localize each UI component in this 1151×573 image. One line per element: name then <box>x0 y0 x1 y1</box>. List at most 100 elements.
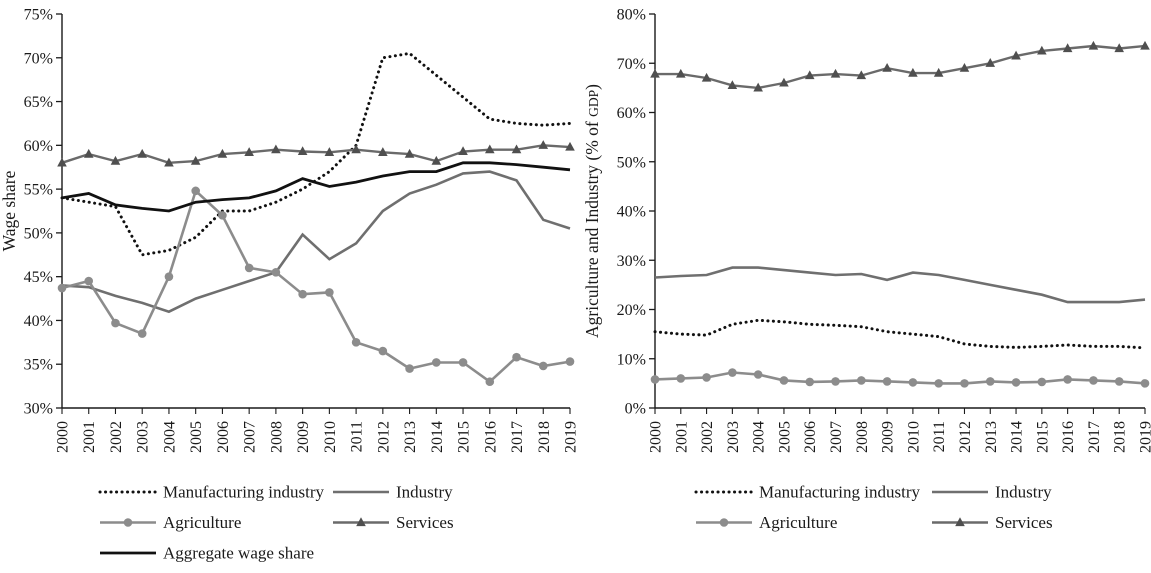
agriculture-marker <box>831 377 840 386</box>
x-tick-label: 2001 <box>673 421 690 453</box>
y-tick-label: 60% <box>24 138 53 155</box>
x-tick-label: 2008 <box>854 421 871 453</box>
services-marker <box>565 141 575 151</box>
agriculture-marker <box>244 263 254 273</box>
x-tick-label: 2007 <box>828 421 845 453</box>
agriculture-marker <box>908 378 918 387</box>
legend-label-services: Services <box>995 513 1053 532</box>
agriculture-marker <box>1037 377 1047 387</box>
agriculture-marker <box>123 518 133 527</box>
services-marker <box>727 80 738 90</box>
y-tick-label: 50% <box>617 154 646 171</box>
agriculture-marker <box>57 283 67 293</box>
agriculture-marker <box>1011 378 1021 387</box>
services-marker <box>324 147 335 156</box>
y-tick-label: 75% <box>24 7 53 24</box>
services-marker <box>271 144 281 154</box>
legend-label-agriculture: Agriculture <box>759 513 837 532</box>
agriculture-marker <box>753 370 763 379</box>
services-marker <box>830 68 841 78</box>
y-tick-label: 60% <box>617 105 646 122</box>
services-marker <box>933 67 944 77</box>
services-marker <box>57 157 67 167</box>
series-line-industry <box>61 170 571 314</box>
x-tick-label: 2002 <box>699 421 716 453</box>
legend-item-industry: Industry <box>932 483 1052 502</box>
x-tick-label: 2000 <box>648 421 665 453</box>
y-tick-label: 40% <box>617 204 646 221</box>
services-marker <box>753 82 763 92</box>
agriculture-marker <box>960 379 969 388</box>
legend-item-agriculture: Agriculture <box>696 513 837 532</box>
agriculture-marker <box>857 376 866 385</box>
services-marker <box>83 148 94 158</box>
services-marker <box>856 70 867 80</box>
services-marker <box>538 140 549 149</box>
agriculture-marker <box>702 373 711 382</box>
x-tick-label: 2001 <box>81 421 98 453</box>
services-marker <box>431 155 442 165</box>
legend-item-manufacturing-industry: Manufacturing industry <box>98 483 324 502</box>
legend-item-industry: Industry <box>333 483 453 502</box>
services-marker <box>458 146 468 156</box>
agriculture-marker <box>565 357 575 366</box>
agriculture-marker <box>1063 375 1072 384</box>
services-marker <box>955 517 965 527</box>
agriculture-marker <box>298 289 307 299</box>
services-marker <box>356 517 366 527</box>
agriculture-marker <box>432 358 441 367</box>
agriculture-marker <box>1089 376 1098 385</box>
services-marker <box>378 147 388 156</box>
agriculture-marker <box>84 276 94 286</box>
services-marker <box>110 155 121 165</box>
x-tick-label: 2000 <box>55 421 72 453</box>
services-marker <box>1114 43 1125 53</box>
services-marker <box>959 62 970 72</box>
services-marker <box>164 157 174 167</box>
series-line-services <box>655 44 1146 90</box>
x-tick-label: 2006 <box>215 421 232 453</box>
x-tick-label: 2010 <box>322 421 339 453</box>
x-tick-label: 2016 <box>482 421 499 453</box>
series-line-services <box>61 144 571 165</box>
y-tick-label: 20% <box>617 302 646 319</box>
x-tick-label: 2009 <box>295 421 312 453</box>
agriculture-marker <box>378 346 388 356</box>
services-marker <box>351 144 361 154</box>
services-marker <box>779 77 789 87</box>
services-marker <box>297 146 308 156</box>
agriculture-marker <box>985 377 995 386</box>
y-tick-label: 55% <box>24 182 53 199</box>
legend-label-manufacturing-industry: Manufacturing industry <box>163 483 324 502</box>
y-tick-label: 70% <box>24 50 53 67</box>
x-tick-label: 2019 <box>563 421 577 453</box>
x-tick-label: 2014 <box>1009 421 1026 453</box>
agriculture-marker <box>191 186 200 196</box>
x-tick-label: 2004 <box>751 421 768 453</box>
x-tick-label: 2010 <box>905 421 922 453</box>
services-marker <box>675 68 686 78</box>
agriculture-marker <box>271 267 281 277</box>
services-marker <box>1088 40 1099 50</box>
services-marker <box>1140 40 1150 50</box>
y-axis-title: Agriculture and Industry (% of GDP) <box>582 84 602 338</box>
agriculture-marker <box>882 377 892 386</box>
agriculture-marker <box>719 518 729 527</box>
x-tick-label: 2011 <box>349 421 366 452</box>
x-tick-label: 2009 <box>880 421 897 453</box>
services-marker <box>985 58 996 67</box>
agriculture-marker <box>485 377 495 387</box>
x-tick-label: 2006 <box>802 421 819 453</box>
chart-svg-left: 75% 70% 65% 60% 55% 50% 45% 40% 35% 30%2000 2001 20… <box>0 7 577 563</box>
services-marker <box>804 70 815 80</box>
x-tick-label: 2018 <box>536 421 553 453</box>
legend-label-services: Services <box>396 513 454 532</box>
services-marker <box>882 62 892 72</box>
series-line-aggregate-wage-share <box>61 161 571 213</box>
legend-label-agriculture: Agriculture <box>163 513 241 532</box>
services-marker <box>1062 43 1073 53</box>
chart-panel-wage-share: 75% 70% 65% 60% 55% 50% 45% 40% 35% 30% 2000 2001 20… <box>0 7 577 563</box>
legend-item-aggregate-wage-share: Aggregate wage share <box>100 544 314 563</box>
services-marker <box>404 148 415 158</box>
